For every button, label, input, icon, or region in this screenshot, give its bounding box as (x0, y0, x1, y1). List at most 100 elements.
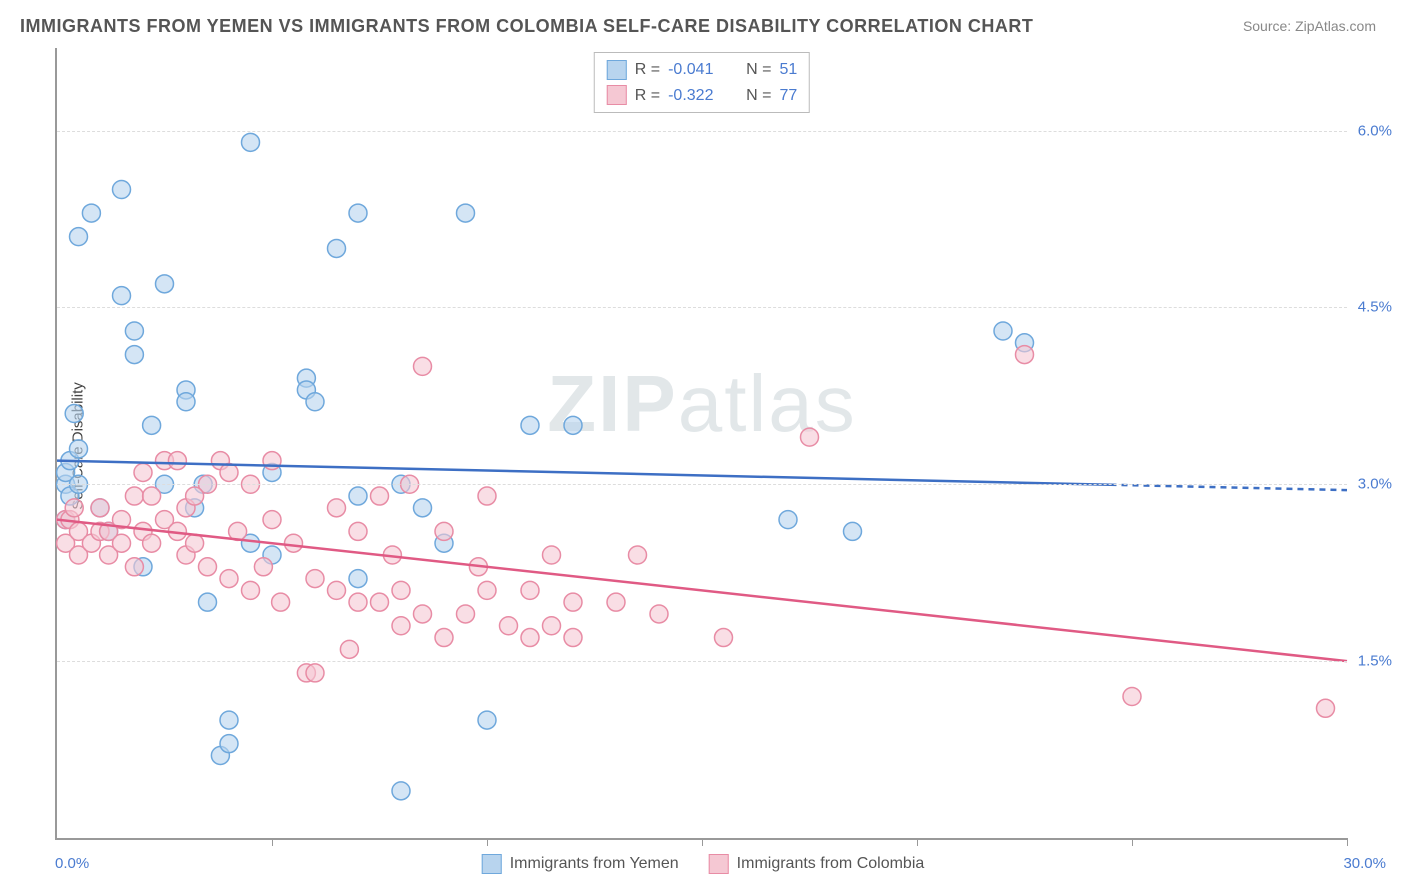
data-point (1016, 346, 1034, 364)
data-point (650, 605, 668, 623)
correlation-legend-row-1: R = -0.322 N = 77 (607, 83, 797, 109)
data-point (414, 499, 432, 517)
r-label: R = (635, 83, 660, 109)
data-point (414, 357, 432, 375)
data-point (199, 593, 217, 611)
data-point (242, 133, 260, 151)
ytick-label: 4.5% (1358, 299, 1392, 316)
data-point (349, 487, 367, 505)
gridline (57, 484, 1347, 485)
data-point (113, 180, 131, 198)
data-point (779, 511, 797, 529)
data-point (801, 428, 819, 446)
legend-label-0: Immigrants from Yemen (510, 855, 679, 873)
data-point (564, 593, 582, 611)
legend-item-0: Immigrants from Yemen (482, 854, 679, 874)
data-point (263, 511, 281, 529)
data-point (844, 522, 862, 540)
data-point (113, 287, 131, 305)
data-point (220, 711, 238, 729)
chart-title: IMMIGRANTS FROM YEMEN VS IMMIGRANTS FROM… (20, 16, 1033, 37)
r-label: R = (635, 57, 660, 83)
data-point (125, 322, 143, 340)
data-point (371, 487, 389, 505)
data-point (272, 593, 290, 611)
data-point (199, 558, 217, 576)
source-attribution: Source: ZipAtlas.com (1243, 18, 1376, 34)
ytick-label: 3.0% (1358, 476, 1392, 493)
data-point (629, 546, 647, 564)
xtick (1132, 838, 1133, 846)
legend-label-1: Immigrants from Colombia (737, 855, 925, 873)
data-point (543, 617, 561, 635)
data-point (125, 558, 143, 576)
data-point (70, 228, 88, 246)
data-point (1123, 688, 1141, 706)
legend-item-1: Immigrants from Colombia (709, 854, 925, 874)
data-point (478, 711, 496, 729)
data-point (91, 499, 109, 517)
data-point (328, 581, 346, 599)
data-point (306, 393, 324, 411)
data-point (1317, 699, 1335, 717)
data-point (500, 617, 518, 635)
gridline (57, 131, 1347, 132)
data-point (715, 629, 733, 647)
legend-swatch-1 (607, 85, 627, 105)
x-axis-max-label: 30.0% (1343, 855, 1386, 872)
data-point (521, 416, 539, 434)
data-point (65, 499, 83, 517)
legend-swatch-yemen (482, 854, 502, 874)
data-point (349, 570, 367, 588)
data-point (435, 522, 453, 540)
data-point (392, 581, 410, 599)
correlation-legend-row-0: R = -0.041 N = 51 (607, 57, 797, 83)
chart-container: IMMIGRANTS FROM YEMEN VS IMMIGRANTS FROM… (0, 0, 1406, 892)
data-point (457, 204, 475, 222)
data-point (168, 452, 186, 470)
gridline (57, 661, 1347, 662)
n-value-0: 51 (779, 57, 797, 83)
r-value-0: -0.041 (668, 57, 728, 83)
xtick (702, 838, 703, 846)
data-point (994, 322, 1012, 340)
n-label: N = (746, 83, 771, 109)
data-point (186, 487, 204, 505)
trendline-dashed (1111, 485, 1348, 490)
data-point (564, 629, 582, 647)
data-point (220, 463, 238, 481)
source-name: ZipAtlas.com (1295, 18, 1376, 34)
data-point (564, 416, 582, 434)
data-point (285, 534, 303, 552)
data-point (328, 239, 346, 257)
data-point (340, 640, 358, 658)
data-point (521, 581, 539, 599)
data-point (186, 534, 204, 552)
ytick-label: 1.5% (1358, 653, 1392, 670)
data-point (143, 534, 161, 552)
data-point (143, 416, 161, 434)
data-point (220, 735, 238, 753)
xtick (917, 838, 918, 846)
r-value-1: -0.322 (668, 83, 728, 109)
legend-swatch-0 (607, 60, 627, 80)
data-point (328, 499, 346, 517)
data-point (478, 487, 496, 505)
data-point (156, 275, 174, 293)
data-point (177, 393, 195, 411)
xtick (1347, 838, 1348, 846)
legend-swatch-colombia (709, 854, 729, 874)
data-point (349, 593, 367, 611)
data-point (143, 487, 161, 505)
data-point (65, 405, 83, 423)
data-point (306, 570, 324, 588)
n-label: N = (746, 57, 771, 83)
data-point (254, 558, 272, 576)
data-point (134, 463, 152, 481)
data-point (521, 629, 539, 647)
data-point (242, 581, 260, 599)
plot-area: ZIPatlas R = -0.041 N = 51 R = -0.322 N … (55, 48, 1347, 840)
data-point (435, 629, 453, 647)
data-point (607, 593, 625, 611)
xtick (272, 838, 273, 846)
